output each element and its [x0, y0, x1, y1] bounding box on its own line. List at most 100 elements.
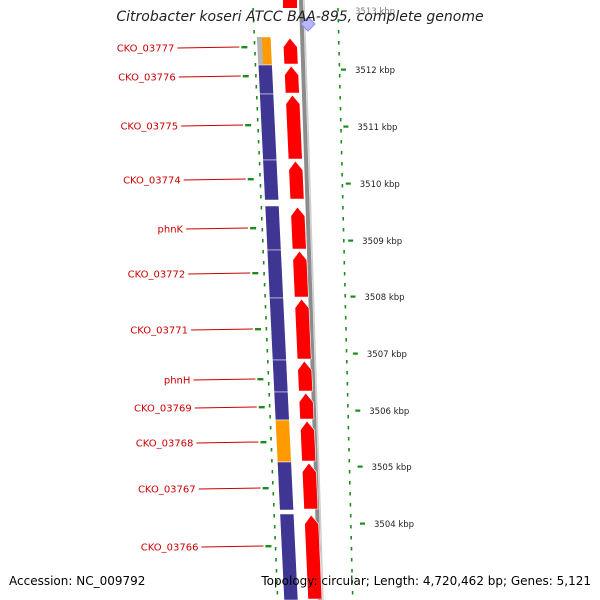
- guide-dot: [258, 151, 260, 155]
- guide-dot: [340, 129, 342, 133]
- guide-dot: [344, 294, 346, 298]
- leader-line-phnk: [186, 227, 249, 230]
- guide-dot: [349, 503, 352, 507]
- guide-dot: [270, 437, 272, 441]
- cog-block-cko-03772: [266, 249, 284, 299]
- cog-block-cko-03767: [277, 461, 294, 511]
- guide-dot: [343, 250, 345, 254]
- guide-dot: [262, 261, 265, 265]
- guide-dot: [255, 74, 257, 78]
- guide-dot: [273, 503, 275, 507]
- map-title: Citrobacter koseri ATCC BAA-895, complet…: [116, 9, 484, 25]
- kbp-tick-label-top: 3513 kbp: [355, 7, 395, 17]
- cds-arrow-cko-03777: [283, 37, 299, 65]
- cds-arrow-cko-03776: [284, 65, 300, 94]
- guide-dot: [262, 250, 264, 254]
- guide-dot: [345, 338, 347, 342]
- guide-dot: [349, 481, 351, 485]
- cds-arrow-phnk: [290, 206, 307, 250]
- guide-dot: [346, 371, 348, 375]
- cog-block-cko-03766: [279, 513, 299, 600]
- kbp-tick: [348, 239, 354, 242]
- guide-dot: [257, 129, 259, 133]
- cds-arrow-cko-03772: [292, 250, 309, 298]
- kbp-tick-label: 3509 kbp: [362, 237, 402, 247]
- guide-dot: [268, 393, 270, 397]
- cds-arrow-phnh: [297, 360, 313, 392]
- gene-label-phnh: phnH: [164, 376, 191, 387]
- guide-dot: [276, 591, 279, 595]
- guide-dot: [275, 558, 277, 562]
- guide-dot: [273, 525, 276, 529]
- gene-label-cko-03776: CKO_03776: [118, 73, 176, 84]
- guide-dot: [272, 492, 275, 496]
- gene-tick-cko-03766: [265, 545, 272, 548]
- guide-dot: [350, 547, 353, 551]
- kbp-tick-label: 3510 kbp: [360, 180, 400, 190]
- kbp-tick: [355, 409, 361, 412]
- cog-track: [256, 36, 299, 600]
- dotted-guide-lines: [252, 8, 354, 595]
- guide-dot: [271, 470, 274, 474]
- guide-dot: [345, 327, 347, 331]
- guide-dot: [344, 283, 346, 287]
- axis-highlight: [303, 0, 324, 600]
- gene-label-cko-03774: CKO_03774: [123, 176, 181, 187]
- guide-dot: [347, 437, 350, 441]
- kbp-tick-label: 3507 kbp: [367, 350, 407, 360]
- guide-dot: [350, 558, 353, 562]
- guide-dot: [351, 580, 354, 584]
- guide-dot: [342, 217, 344, 221]
- guide-dot: [263, 272, 265, 276]
- leader-line-cko-03772: [188, 272, 251, 275]
- gene-tick-phnh: [257, 378, 264, 381]
- kbp-tick-label: 3508 kbp: [365, 293, 405, 303]
- leader-line-phnh: [193, 378, 256, 381]
- guide-dot: [343, 239, 345, 243]
- guide-dot: [269, 426, 272, 430]
- axis-line: [299, 0, 322, 600]
- guide-dot: [271, 459, 273, 463]
- gene-label-cko-03775: CKO_03775: [120, 122, 178, 133]
- guide-dot: [338, 41, 340, 45]
- cog-block-phnk: [264, 205, 282, 251]
- guide-dot: [338, 52, 340, 56]
- guide-dot: [346, 360, 348, 364]
- guide-dot: [348, 459, 351, 463]
- guide-dot: [274, 536, 276, 540]
- kbp-tick-label: 3511 kbp: [357, 123, 397, 133]
- guide-dot: [259, 184, 262, 188]
- guide-dot: [252, 19, 255, 23]
- guide-dot: [342, 228, 345, 232]
- kbp-tick-label: 3505 kbp: [372, 463, 412, 473]
- cog-block-cko-03776: [257, 64, 274, 95]
- kbp-tick: [360, 522, 365, 525]
- kbp-tick-label: 3504 kbp: [374, 520, 414, 530]
- cog-block-gray: [256, 37, 264, 65]
- cds-arrow-cko-03768: [300, 420, 317, 462]
- cog-block-cko-03775: [259, 93, 278, 161]
- guide-dot: [274, 547, 277, 551]
- cds-track: [283, 37, 323, 600]
- guide-dot: [252, 8, 254, 12]
- guide-dot: [256, 96, 258, 100]
- gene-tick-cko-03775: [245, 124, 252, 127]
- guide-dot: [351, 591, 354, 595]
- guide-dot: [272, 481, 274, 485]
- guide-dot: [253, 30, 255, 34]
- cog-block-phnh: [272, 359, 289, 393]
- topology-text: Topology: circular; Length: 4,720,462 bp…: [261, 574, 591, 588]
- leader-line-cko-03776: [178, 75, 241, 78]
- guide-dot: [254, 63, 257, 67]
- cog-block-cko-03768: [275, 419, 292, 463]
- guide-dot: [341, 195, 344, 199]
- guide-dot: [266, 349, 269, 353]
- guide-dot: [343, 261, 346, 265]
- partial-cds: [283, 0, 297, 8]
- guide-dot: [341, 173, 343, 177]
- guide-dot: [349, 492, 351, 496]
- guide-dot: [349, 514, 352, 518]
- guide-dot: [254, 52, 256, 56]
- guide-dot: [339, 118, 342, 122]
- gene-label-cko-03768: CKO_03768: [136, 439, 194, 450]
